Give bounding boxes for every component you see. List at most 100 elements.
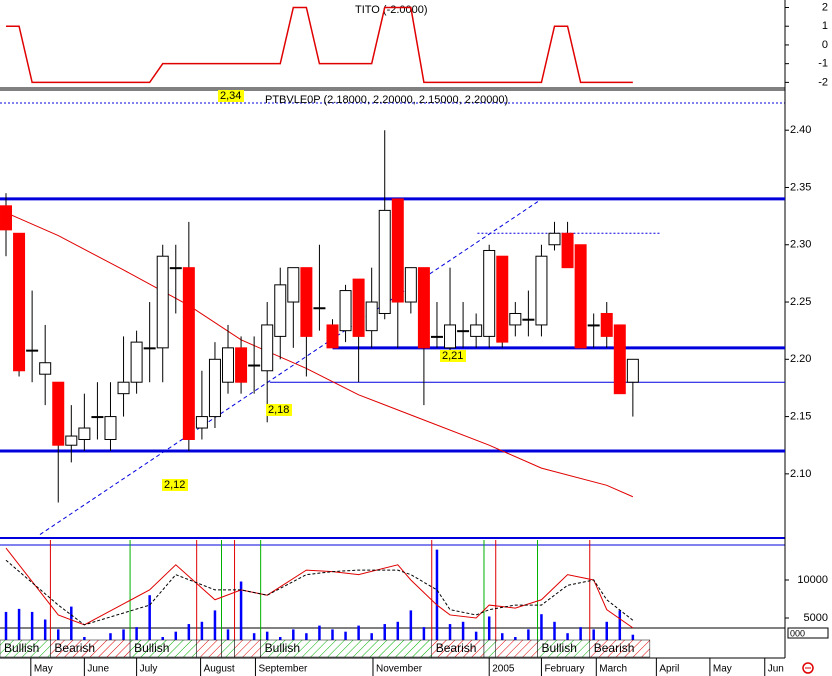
x-tick-label: July (140, 664, 158, 675)
x-tick-label: May (713, 664, 732, 675)
level-label-text: 2,12 (164, 479, 185, 491)
candle-body (326, 324, 339, 349)
sentiment-band (495, 639, 538, 658)
candle-body (287, 267, 300, 303)
y-tick-label: 10000 (797, 574, 828, 586)
y-tick-label: 2 (822, 1, 828, 13)
y-tick-label: 5000 (804, 612, 828, 624)
y-tick-label: 2.15 (790, 410, 811, 422)
y-tick-label: 2.25 (790, 296, 811, 308)
sentiment-band (196, 639, 222, 658)
sentiment-label: Bullish (542, 641, 577, 655)
candle-body (235, 347, 248, 383)
candle-body (430, 335, 443, 338)
candle-body (0, 205, 13, 231)
candle-body (561, 232, 574, 269)
candle-body (91, 416, 104, 419)
level-label: 2,12 (162, 479, 188, 491)
sentiment-label: Bullish (134, 641, 169, 655)
candle-body (626, 358, 639, 383)
oscillator-line (5, 547, 634, 629)
candle-body (404, 267, 417, 303)
candle-body (78, 427, 91, 440)
level-label: 2,21 (440, 350, 466, 362)
candle-body (13, 232, 26, 372)
y-tick-label: 2.40 (790, 124, 811, 136)
x-tick-label: Jun (768, 664, 784, 675)
candle-body (339, 290, 352, 332)
level-label-box (218, 90, 244, 102)
candle-body (261, 324, 274, 372)
candle-body (600, 312, 613, 337)
candle-body (248, 364, 261, 367)
x-tick-label: May (34, 664, 53, 675)
x-tick-label: November (376, 664, 423, 675)
x-tick-label: 2005 (492, 664, 515, 675)
candle-body (613, 324, 626, 395)
sentiment-label: Bearish (436, 641, 477, 655)
candle-body (143, 347, 156, 350)
y-tick-label: -2 (818, 76, 828, 88)
level-label-box (266, 404, 292, 416)
candle-body (300, 267, 313, 337)
level-label-box (440, 350, 466, 362)
candle-body (365, 301, 378, 332)
x-tick-label: February (544, 664, 584, 675)
y-tick-label: 0 (822, 39, 828, 51)
candle-body (457, 330, 470, 333)
scale-box[interactable] (787, 627, 829, 639)
y-tick-label: 2.20 (790, 353, 811, 365)
candle-body (391, 198, 404, 303)
moving-average (5, 212, 634, 498)
candle-body (39, 362, 52, 375)
sentiment-label: Bearish (54, 641, 95, 655)
level-label-text: 2,34 (220, 90, 241, 102)
candle-body (470, 324, 483, 337)
sentiment-label: Bullish (4, 641, 39, 655)
candle-body (522, 318, 535, 321)
candle-body (104, 416, 117, 440)
sentiment-band (589, 639, 651, 658)
y-tick-label: -1 (818, 58, 828, 70)
candle-body (52, 381, 65, 446)
x-tick-label: March (599, 664, 627, 675)
level-label-text: 2,21 (442, 350, 463, 362)
candle-body (548, 232, 561, 246)
settings-icon[interactable] (802, 662, 814, 674)
candle-body (378, 209, 391, 314)
y-tick-label: 2.10 (790, 468, 811, 480)
trend-line (39, 199, 541, 535)
sentiment-label: Bearish (594, 641, 635, 655)
candle-body (313, 307, 326, 310)
y-tick-label: 2.30 (790, 239, 811, 251)
level-label-text: 2,18 (268, 404, 289, 416)
y-tick-label: 1 (822, 20, 828, 32)
x-tick-label: April (659, 664, 679, 675)
sentiment-band (221, 639, 235, 658)
candle-body (195, 416, 208, 429)
level-label: 2,18 (266, 404, 292, 416)
candle-body (352, 278, 365, 337)
candle-body (26, 349, 39, 352)
candle-body (417, 267, 430, 349)
candle-body (274, 284, 287, 337)
y-tick-label: 2.35 (790, 181, 811, 193)
candle-body (587, 324, 600, 327)
indicator-title: TITO (-2.0000) (355, 4, 428, 16)
price-title: PTBVLE0P (2.18000, 2.20000, 2.15000, 2.2… (265, 94, 508, 106)
x-tick-label: June (87, 664, 109, 675)
candle-body (222, 347, 235, 383)
candle-body (483, 249, 496, 337)
level-label-box (162, 479, 188, 491)
candle-body (117, 381, 130, 395)
candle-body (535, 255, 548, 326)
sentiment-label: Bullish (265, 641, 300, 655)
sentiment-band (234, 639, 261, 658)
indicator-line (6, 6, 633, 84)
sentiment-band (483, 639, 496, 658)
candle-body (156, 255, 169, 349)
candle-body (182, 267, 195, 440)
candle-body (169, 267, 182, 270)
